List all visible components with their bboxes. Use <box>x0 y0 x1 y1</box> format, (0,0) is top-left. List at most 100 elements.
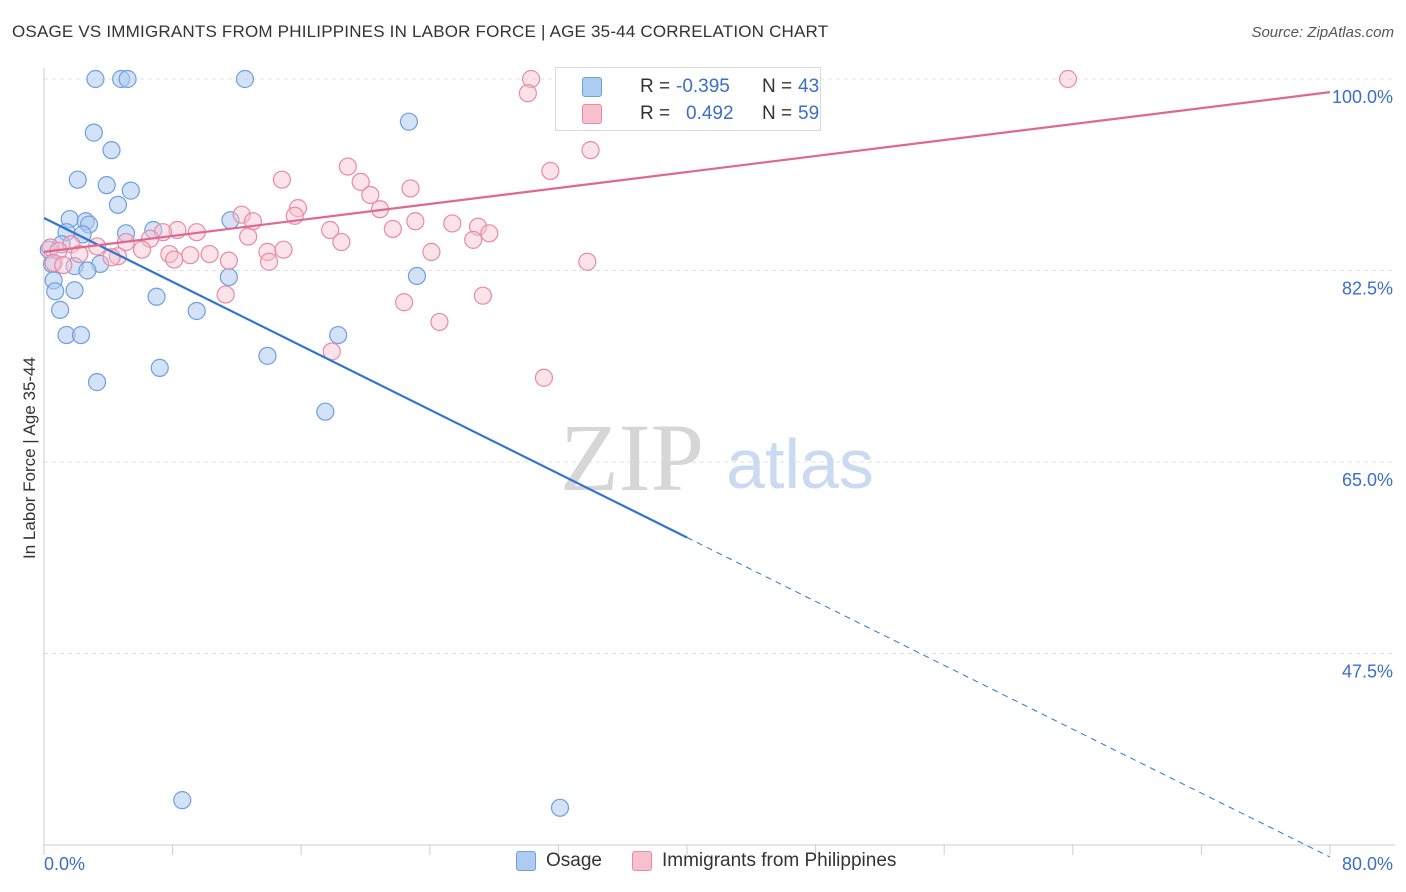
legend-label-philippines: Immigrants from Philippines <box>661 850 897 871</box>
osage-point <box>68 170 87 189</box>
osage-swatch <box>516 851 536 871</box>
osage-point <box>78 261 97 280</box>
trend-lines <box>43 91 1331 858</box>
tick-labels: 47.5% 65.0% 82.5% 100.0% 0.0% 80.0% <box>44 87 1393 874</box>
chart-title: OSAGE VS IMMIGRANTS FROM PHILIPPINES IN … <box>12 22 829 41</box>
osage-swatch <box>582 77 602 97</box>
philippines-point <box>219 251 238 270</box>
osage-point <box>46 282 65 301</box>
osage-trend-line <box>43 216 688 539</box>
philippines-trend-line <box>43 91 1331 253</box>
philippines-point <box>394 293 414 312</box>
philippines-point <box>406 212 425 231</box>
philippines-point <box>578 252 597 271</box>
philippines-point <box>54 255 73 275</box>
osage-point <box>150 358 169 377</box>
grid-lines <box>44 78 1395 654</box>
philippines-point <box>581 141 600 160</box>
philippines-point <box>518 84 537 103</box>
philippines-swatch <box>631 851 652 871</box>
y-tick-label: 65.0% <box>1342 470 1393 490</box>
osage-point <box>187 301 206 321</box>
philippines-point <box>165 250 184 269</box>
series-philippines <box>41 69 1078 387</box>
source-label: Source: ZipAtlas.com <box>1251 24 1394 41</box>
x-tick-label: 0.0% <box>44 854 85 874</box>
philippines-point <box>216 285 235 304</box>
osage-point <box>87 373 107 392</box>
philippines-point <box>1058 69 1078 89</box>
osage-point <box>102 141 121 160</box>
philippines-point <box>272 170 292 189</box>
r-value: -0.395 <box>676 76 730 97</box>
philippines-point <box>443 214 462 233</box>
osage-point <box>316 402 335 421</box>
r-label: R = <box>640 103 671 124</box>
philippines-point <box>70 244 89 264</box>
legend: Osage Immigrants from Philippines <box>516 850 916 872</box>
y-axis-label: In Labor Force | Age 35-44 <box>20 357 39 559</box>
stats-legend-box: R = -0.395 N = 43 R = 0.492 N = 59 <box>555 67 821 131</box>
watermark-zip: ZIP <box>560 404 704 511</box>
osage-point <box>50 300 70 319</box>
legend-item-osage: Osage <box>516 850 602 872</box>
osage-point <box>399 112 419 131</box>
philippines-point <box>521 69 541 89</box>
axes <box>43 68 1395 855</box>
r-value: 0.492 <box>686 103 734 124</box>
osage-point <box>86 69 105 89</box>
philippines-point <box>239 227 258 246</box>
osage-point <box>71 325 91 345</box>
osage-point <box>235 69 255 89</box>
osage-point <box>84 123 103 142</box>
philippines-point <box>473 286 492 305</box>
y-tick-label: 82.5% <box>1342 279 1393 299</box>
philippines-point <box>351 172 370 191</box>
watermark: ZIP atlas <box>560 404 874 511</box>
watermark-atlas: atlas <box>726 425 874 503</box>
n-label: N = <box>762 76 793 97</box>
r-label: R = <box>640 76 671 97</box>
philippines-point <box>259 252 279 271</box>
philippines-point <box>430 312 449 332</box>
philippines-point <box>541 161 560 181</box>
philippines-point <box>274 240 293 259</box>
series-osage <box>39 69 570 817</box>
philippines-point <box>332 232 351 252</box>
osage-point <box>147 287 166 306</box>
x-tick-label: 80.0% <box>1342 854 1393 874</box>
osage-point <box>329 325 348 345</box>
philippines-point <box>200 244 219 264</box>
n-value: 59 <box>798 103 820 124</box>
n-value: 43 <box>798 76 820 97</box>
philippines-point <box>401 179 420 198</box>
philippines-point <box>480 224 499 243</box>
philippines-swatch <box>582 104 602 124</box>
y-tick-label: 100.0% <box>1332 87 1393 107</box>
legend-label-osage: Osage <box>546 850 602 871</box>
osage-point <box>97 176 116 195</box>
osage-trend-extension <box>686 537 1331 858</box>
philippines-point <box>232 205 251 224</box>
y-tick-label: 47.5% <box>1342 662 1393 682</box>
osage-point <box>219 267 238 287</box>
osage-point <box>258 346 277 365</box>
osage-point <box>118 69 137 89</box>
n-label: N = <box>762 103 793 124</box>
osage-point <box>407 266 427 286</box>
philippines-point <box>361 185 380 205</box>
philippines-point <box>338 157 357 176</box>
legend-item-philippines: Immigrants from Philippines <box>631 850 897 872</box>
philippines-point <box>132 240 152 259</box>
osage-point <box>550 798 570 817</box>
osage-point <box>108 195 128 214</box>
philippines-point <box>321 220 340 240</box>
philippines-point <box>534 368 554 387</box>
osage-point <box>65 281 84 300</box>
philippines-point <box>383 219 402 239</box>
philippines-point <box>464 230 483 249</box>
philippines-point <box>181 246 200 265</box>
philippines-point <box>422 242 441 261</box>
philippines-point <box>160 244 179 264</box>
